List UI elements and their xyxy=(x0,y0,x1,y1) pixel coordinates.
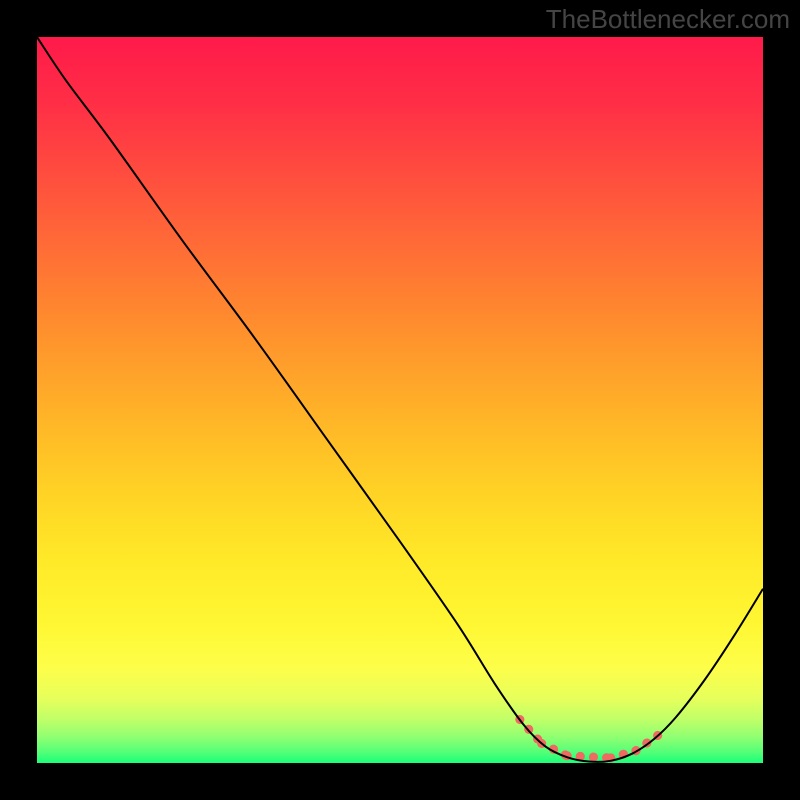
gradient-background xyxy=(37,37,763,763)
plot-svg xyxy=(37,37,763,763)
chart-frame: TheBottlenecker.com xyxy=(0,0,800,800)
plot-area xyxy=(37,37,763,763)
watermark-text: TheBottlenecker.com xyxy=(546,4,790,35)
